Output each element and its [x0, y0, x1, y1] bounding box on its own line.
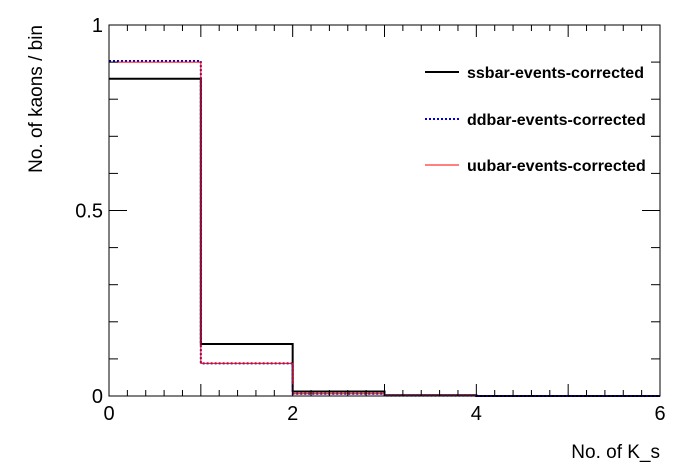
tick-label-layer: 0 2 4 6 0 0.5 1 — [75, 15, 665, 425]
x-tick-label: 2 — [287, 403, 298, 425]
y-tick-label: 0 — [92, 386, 103, 408]
legend-entry: ddbar-events-corrected — [425, 112, 646, 129]
legend-entry: ssbar-events-corrected — [425, 65, 644, 82]
x-tick-label: 0 — [103, 403, 114, 425]
x-tick-label: 6 — [654, 403, 665, 425]
x-axis-title: No. of K_s — [571, 442, 660, 463]
tick-layer — [108, 24, 661, 397]
y-axis-title: No. of kaons / bin — [26, 25, 47, 173]
legend-entry: uubar-events-corrected — [425, 158, 646, 175]
legend-label: ddbar-events-corrected — [467, 112, 646, 129]
y-tick-label: 1 — [92, 15, 103, 37]
legend-label: ssbar-events-corrected — [467, 65, 644, 82]
legend-label: uubar-events-corrected — [467, 158, 646, 175]
legend: ssbar-events-corrected ddbar-events-corre… — [425, 65, 646, 175]
x-tick-label: 4 — [471, 403, 482, 425]
y-tick-label: 0.5 — [75, 201, 103, 223]
